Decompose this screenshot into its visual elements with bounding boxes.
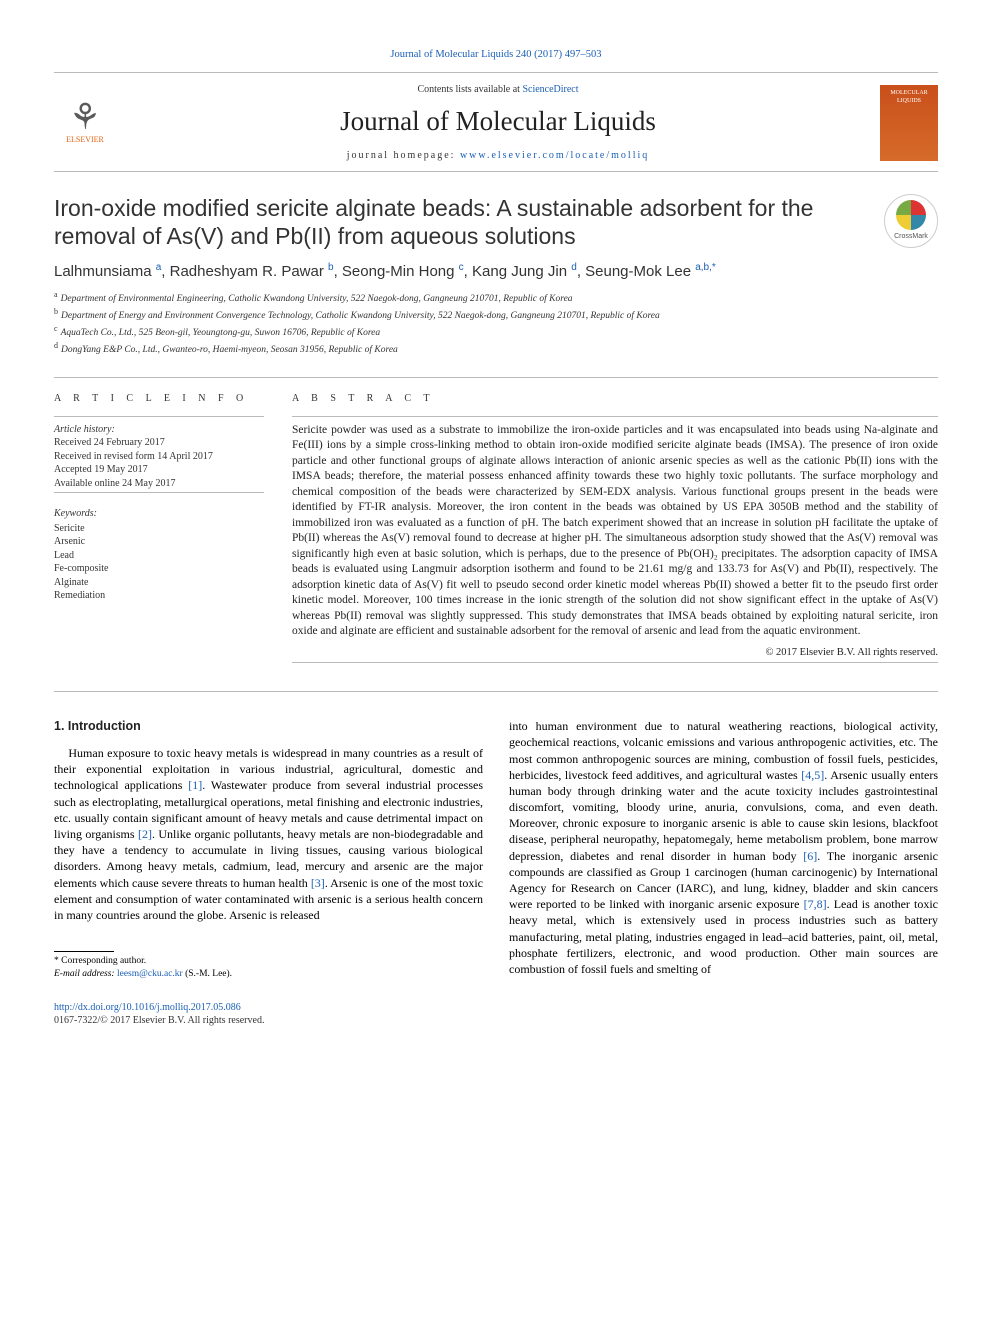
- journal-banner: ⚘ ELSEVIER Contents lists available at S…: [54, 72, 938, 171]
- contents-prefix: Contents lists available at: [417, 84, 522, 95]
- homepage-line: journal homepage: www.elsevier.com/locat…: [128, 149, 868, 163]
- homepage-link[interactable]: www.elsevier.com/locate/molliq: [460, 150, 649, 161]
- citation-ref[interactable]: [1]: [188, 778, 202, 792]
- page-footer: http://dx.doi.org/10.1016/j.molliq.2017.…: [54, 1001, 938, 1028]
- journal-name: Journal of Molecular Liquids: [128, 103, 868, 139]
- article-title: Iron-oxide modified sericite alginate be…: [54, 194, 868, 252]
- body-columns: 1. Introduction Human exposure to toxic …: [54, 718, 938, 981]
- contents-line: Contents lists available at ScienceDirec…: [128, 83, 868, 97]
- intro-paragraph-2: into human environment due to natural we…: [509, 718, 938, 977]
- keywords-list: SericiteArsenicLeadFe-compositeAlginateR…: [54, 522, 264, 603]
- intro-paragraph-1: Human exposure to toxic heavy metals is …: [54, 745, 483, 923]
- issn-copyright: 0167-7322/© 2017 Elsevier B.V. All right…: [54, 1015, 264, 1026]
- affiliation-line: dDongYang E&P Co., Ltd., Gwanteo-ro, Hae…: [54, 341, 938, 357]
- divider: [54, 691, 938, 692]
- history-line: Accepted 19 May 2017: [54, 463, 264, 477]
- citation-ref[interactable]: [6]: [803, 849, 817, 863]
- history-line: Received in revised form 14 April 2017: [54, 450, 264, 464]
- publisher-name: ELSEVIER: [66, 135, 104, 146]
- citation-ref[interactable]: [3]: [311, 876, 325, 890]
- doi-link[interactable]: http://dx.doi.org/10.1016/j.molliq.2017.…: [54, 1002, 241, 1013]
- history-line: Available online 24 May 2017: [54, 477, 264, 491]
- keyword: Lead: [54, 549, 264, 563]
- citation-ref[interactable]: [2]: [138, 827, 152, 841]
- crossmark-icon: [896, 200, 926, 230]
- abstract-column: A B S T R A C T Sericite powder was used…: [292, 392, 938, 669]
- keywords-heading: Keywords:: [54, 507, 264, 521]
- affiliation-line: cAquaTech Co., Ltd., 525 Beon-gil, Yeoun…: [54, 324, 938, 340]
- citation-ref[interactable]: [7,8]: [804, 897, 827, 911]
- elsevier-logo: ⚘ ELSEVIER: [54, 88, 116, 158]
- homepage-prefix: journal homepage:: [347, 150, 460, 161]
- affiliation-line: aDepartment of Environmental Engineering…: [54, 290, 938, 306]
- keyword: Sericite: [54, 522, 264, 536]
- crossmark-badge[interactable]: CrossMark: [884, 194, 938, 248]
- abstract-text: Sericite powder was used as a substrate …: [292, 423, 938, 640]
- affiliation-line: bDepartment of Energy and Environment Co…: [54, 307, 938, 323]
- article-info-heading: A R T I C L E I N F O: [54, 392, 264, 406]
- cover-thumbnail: MOLECULAR LIQUIDS: [880, 85, 938, 161]
- divider: [54, 377, 938, 378]
- abstract-copyright: © 2017 Elsevier B.V. All rights reserved…: [292, 646, 938, 660]
- sciencedirect-link[interactable]: ScienceDirect: [522, 84, 578, 95]
- crossmark-label: CrossMark: [894, 232, 928, 241]
- keyword: Arsenic: [54, 535, 264, 549]
- corresponding-author-block: * Corresponding author. E-mail address: …: [54, 951, 483, 981]
- keyword: Fe-composite: [54, 562, 264, 576]
- keyword: Alginate: [54, 576, 264, 590]
- keyword: Remediation: [54, 589, 264, 603]
- article-history: Article history: Received 24 February 20…: [54, 423, 264, 491]
- affiliations: aDepartment of Environmental Engineering…: [54, 290, 938, 357]
- citation-ref[interactable]: [4,5]: [801, 768, 824, 782]
- corresponding-label: * Corresponding author.: [54, 955, 483, 968]
- corresponding-sig: (S.-M. Lee).: [183, 969, 232, 979]
- history-heading: Article history:: [54, 423, 264, 437]
- author-list: Lalhmunsiama a, Radheshyam R. Pawar b, S…: [54, 261, 938, 282]
- corresponding-email-link[interactable]: leesm@cku.ac.kr: [117, 969, 183, 979]
- abstract-heading: A B S T R A C T: [292, 392, 938, 406]
- section-heading-intro: 1. Introduction: [54, 718, 483, 735]
- elsevier-tree-icon: ⚘: [69, 99, 101, 135]
- email-label: E-mail address:: [54, 969, 117, 979]
- article-info-column: A R T I C L E I N F O Article history: R…: [54, 392, 264, 669]
- history-line: Received 24 February 2017: [54, 436, 264, 450]
- header-citation: Journal of Molecular Liquids 240 (2017) …: [54, 48, 938, 62]
